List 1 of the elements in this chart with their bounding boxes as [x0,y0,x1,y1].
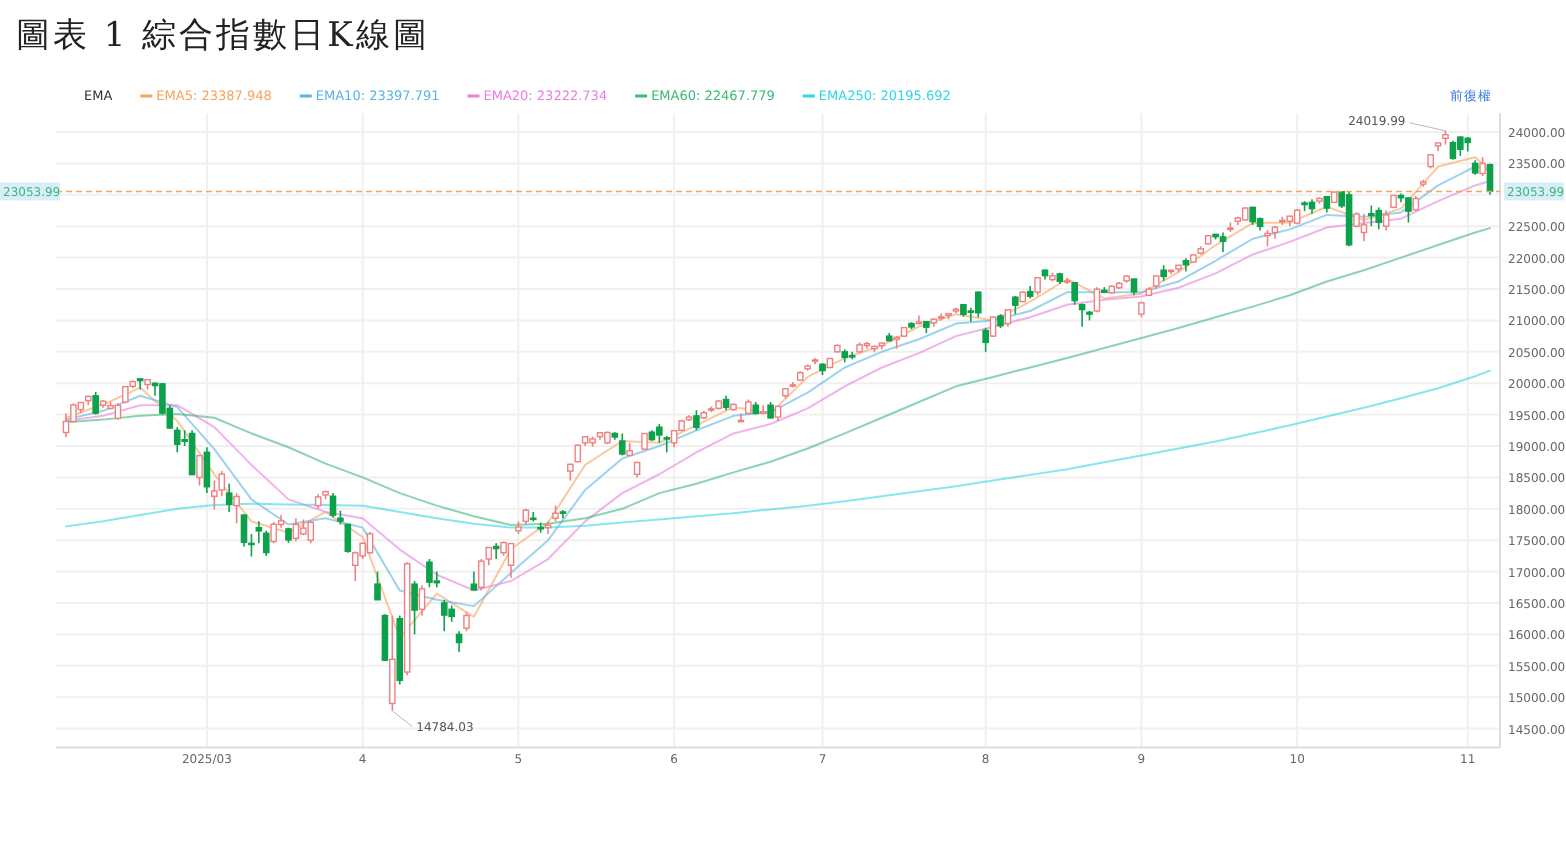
chart-title: 圖表 1 綜合指數日K線圖 [16,16,430,56]
